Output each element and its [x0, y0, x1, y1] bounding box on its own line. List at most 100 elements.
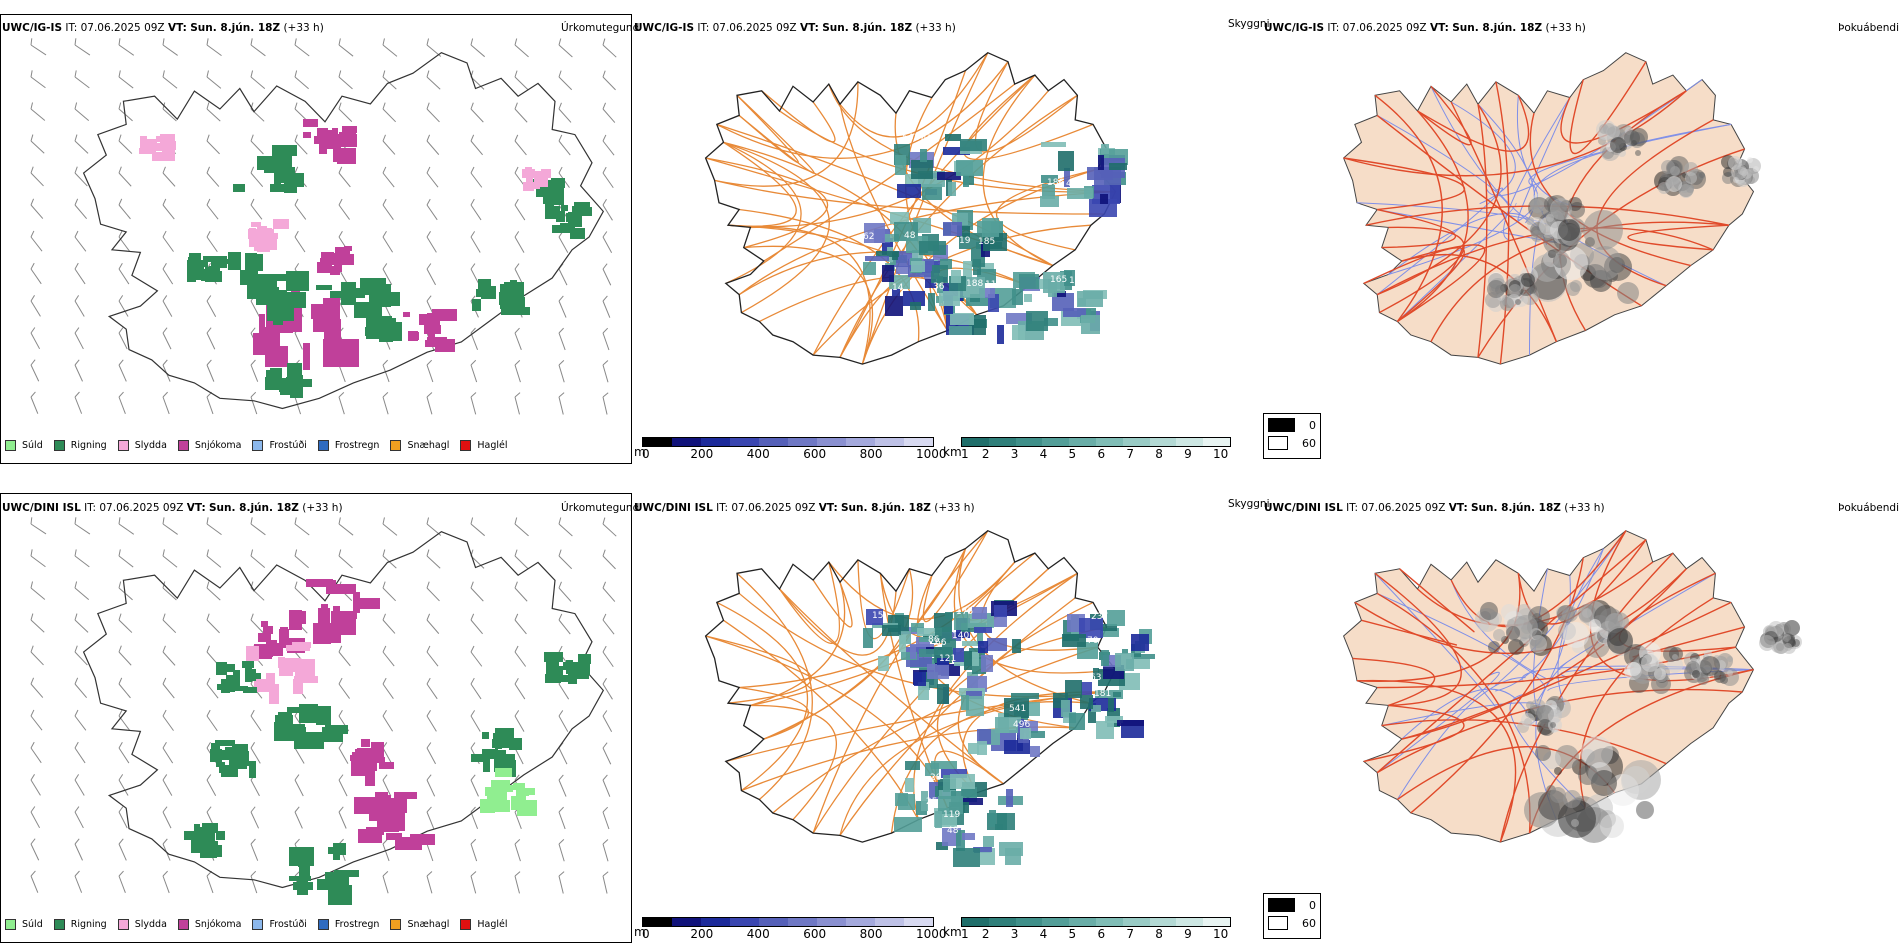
legend-label: Snjókoma — [194, 440, 242, 451]
model-label: UWC/DINI ISL — [1264, 502, 1343, 514]
it-value: 07.06.2025 09Z — [99, 502, 184, 514]
it-label: IT: — [716, 502, 729, 514]
legend-label: Frostúði — [269, 440, 307, 451]
it-label: IT: — [84, 502, 97, 514]
wind-barbs — [30, 517, 617, 894]
precip-legend-item: Haglél — [460, 919, 508, 930]
precip-legend: Súld Rigning Slydda Snjókoma Frostúði Frostre… — [5, 919, 519, 930]
precip-legend-item: Súld — [5, 919, 43, 930]
panel-title-fog: Þokuábendi — [1838, 502, 1899, 514]
legend-swatch — [117, 440, 129, 451]
cloud-base-label: 121 — [939, 654, 956, 664]
cloud-base-label: 181 — [1094, 689, 1111, 699]
cloud-base-label: 15 — [1069, 276, 1080, 286]
precip-map-bottom — [30, 517, 617, 905]
vt-label: VT: — [818, 502, 838, 514]
vt-value: Sun. 8.jún. 18Z — [190, 22, 281, 34]
precip-legend-item: Frostúði — [252, 919, 307, 930]
cloud-base-label: 119 — [943, 810, 960, 820]
panel-title-precip: Úrkomutegund — [561, 502, 640, 514]
vt-label: VT: — [1448, 502, 1468, 514]
vt-value: Sun. 8.jún. 18Z — [1471, 502, 1561, 514]
panel-header: UWC/DINI ISL IT: 07.06.2025 09Z VT: Sun.… — [634, 502, 975, 514]
colorbar-tick-label: 5 — [1068, 447, 1077, 461]
legend-swatch — [5, 440, 16, 451]
legend-swatch — [460, 919, 472, 930]
colorbar-tick-label: 4 — [1039, 447, 1048, 461]
legend-swatch — [390, 440, 402, 451]
precip-legend-item: Frostúði — [252, 440, 307, 451]
cloud-base-label: 36 — [933, 282, 945, 292]
colorbar-tick-label: 400 — [746, 447, 770, 461]
road-network — [705, 52, 1116, 365]
panel-header: UWC/IG-IS IT: 07.06.2025 09Z VT: Sun. 8.… — [2, 22, 324, 34]
colorbar-tick-label: 200 — [690, 447, 714, 461]
cloud-base-label: 43 — [1066, 179, 1077, 189]
legend-swatch — [177, 440, 189, 451]
cloud-base-label: 116 — [985, 280, 1002, 290]
fog-legend-swatch — [1268, 436, 1288, 450]
precip-legend-item: Frostregn — [317, 919, 379, 930]
vt-value: Sun. 8.jún. 18Z — [209, 502, 299, 514]
fog-legend-label: 60 — [1302, 436, 1316, 450]
colorbar-tick-label: 3 — [1010, 927, 1019, 941]
colorbar-tick-label: 800 — [859, 447, 883, 461]
model-label: UWC/DINI ISL — [2, 502, 81, 514]
vt-value: Sun. 8.jún. 18Z — [1452, 22, 1543, 34]
cloud-base-label: 62 — [863, 232, 874, 242]
colorbar-tick-label: 9 — [1184, 447, 1192, 461]
legend-swatch — [53, 440, 65, 451]
visibility-areas — [863, 134, 1128, 344]
colorbar-tick-label: 2 — [981, 447, 990, 461]
lead-time: (+33 h) — [1564, 502, 1605, 514]
precip-type-panel-top: Súld Rigning Slydda Snjókoma Frostúði Frostre… — [0, 14, 632, 464]
fog-legend-row: 0 — [1268, 898, 1316, 912]
cloud-base-label: 186 — [1047, 178, 1064, 188]
legend-label: Snæhagl — [407, 919, 450, 930]
precip-legend-item: Súld — [5, 440, 43, 451]
colorbar-tick-label: 7 — [1126, 927, 1134, 941]
legend-swatch — [317, 919, 329, 930]
it-value: 07.06.2025 09Z — [712, 22, 797, 34]
cloud-base-label: 165 — [1050, 275, 1067, 285]
it-label: IT: — [697, 22, 710, 34]
colorbar-tick-label: 6 — [1097, 927, 1106, 941]
cloud-base-label: 541 — [902, 133, 919, 143]
colorbar-tick-label: 2 — [981, 927, 990, 941]
fog-legend-row: 0 — [1268, 418, 1316, 432]
legend-label: Rigning — [70, 919, 107, 930]
legend-swatch — [460, 440, 472, 451]
legend-swatch — [252, 919, 264, 930]
precip-legend-item: Rigning — [53, 919, 107, 930]
colorbar-tick-label: 6 — [1097, 447, 1106, 461]
fog-legend-swatch — [1268, 418, 1295, 432]
vt-value: Sun. 8.jún. 18Z — [822, 22, 913, 34]
precip-areas — [184, 579, 591, 905]
cloud-base-label: 175 — [956, 607, 973, 617]
cloud-base-label: 25 — [926, 797, 937, 807]
cloud-base-labels: 541 19 188 36 165 186 48 415 185 116 14 15 43 62 — [863, 133, 1080, 293]
fog-panel-top — [1262, 40, 1900, 420]
cloud-base-label: 48 — [904, 231, 916, 241]
colorbar-tick-label: 9 — [1184, 927, 1192, 941]
legend-label: Slydda — [134, 440, 167, 451]
model-label: UWC/IG-IS — [2, 22, 63, 34]
iceland-outline — [82, 531, 605, 889]
fog-legend: 0 60 — [1263, 413, 1321, 459]
colorbar-tick-label: 3 — [1010, 447, 1019, 461]
colorbar-strip — [642, 437, 934, 447]
precip-legend-item: Rigning — [53, 440, 107, 451]
visibility-map-top: 541 19 188 36 165 186 48 415 185 116 14 15 43 62 — [704, 51, 1128, 365]
cloud-base-label: 48 — [947, 826, 959, 836]
panel-title-visibility: Skyggni — [1228, 498, 1270, 510]
cloud-base-label: 19 — [959, 236, 971, 246]
panel-title-fog: Þokuábendi — [1838, 22, 1899, 34]
colorbar-tick-label: 600 — [803, 447, 827, 461]
panel-header: UWC/IG-IS IT: 07.06.2025 09Z VT: Sun. 8.… — [634, 22, 956, 34]
fog-legend-swatch — [1268, 916, 1288, 930]
fog-legend-row: 60 — [1268, 916, 1316, 930]
colorbar-tick-label: 600 — [803, 927, 827, 941]
vt-label: VT: — [1429, 22, 1449, 34]
colorbar-tick-label: 10 — [1213, 927, 1229, 941]
precip-type-panel-bottom: Súld Rigning Slydda Snjókoma Frostúði Frostre… — [0, 493, 632, 943]
